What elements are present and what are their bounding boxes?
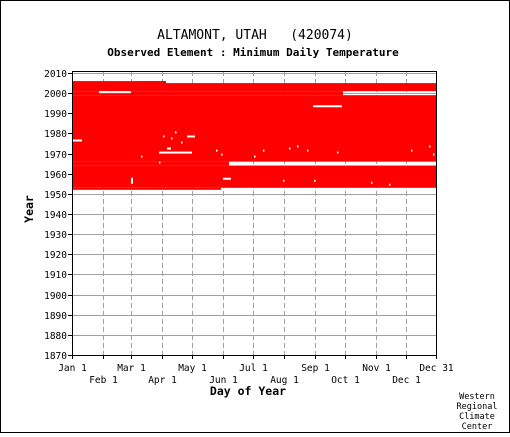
x-tick-label: Dec 31 <box>419 363 454 374</box>
y-tick-label: 2000 <box>44 89 67 100</box>
credit-line: Climate <box>459 412 495 422</box>
x-tick-label: Aug 1 <box>270 375 299 386</box>
observed-block <box>137 81 166 84</box>
observed-block <box>72 81 166 92</box>
y-tick-label: 1910 <box>44 270 67 281</box>
y-tick-label: 2010 <box>44 69 67 80</box>
missing-block <box>187 135 195 138</box>
data-layer <box>72 81 436 190</box>
credit: Western Regional Climate Center <box>457 392 498 432</box>
missing-day <box>216 149 218 152</box>
chart-title: ALTAMONT, UTAH (420074) <box>157 28 353 43</box>
x-tick-label: Jul 1 <box>239 363 268 374</box>
observed-block <box>229 165 436 168</box>
y-tick-label: 1880 <box>44 331 67 342</box>
y-axis-label: Year <box>22 195 36 223</box>
missing-day <box>307 149 309 152</box>
y-tick-label: 1980 <box>44 129 67 140</box>
chart-subtitle: Observed Element : Minimum Daily Tempera… <box>107 46 399 59</box>
missing-block <box>131 177 133 184</box>
missing-block <box>159 151 192 154</box>
x-tick-label: Oct 1 <box>331 375 360 386</box>
missing-day <box>389 183 391 186</box>
x-tick-label: Apr 1 <box>148 375 177 386</box>
y-tick-label: 1920 <box>44 250 67 261</box>
observed-block <box>166 83 436 92</box>
missing-day <box>163 135 165 138</box>
observed-block <box>72 91 343 96</box>
missing-day <box>283 179 285 182</box>
missing-day <box>429 145 431 148</box>
y-tick-label: 1960 <box>44 170 67 181</box>
missing-block <box>99 91 131 94</box>
missing-day <box>411 149 413 152</box>
missing-block <box>223 177 231 180</box>
y-tick-label: 1870 <box>44 351 67 362</box>
x-tick-label: Feb 1 <box>89 375 118 386</box>
missing-day <box>221 153 223 156</box>
x-tick-label: May 1 <box>178 363 207 374</box>
missing-day <box>141 155 143 158</box>
observed-block <box>72 95 436 162</box>
x-tick-label: Jan 1 <box>58 363 87 374</box>
missing-block <box>313 105 342 108</box>
missing-day <box>337 151 339 154</box>
missing-block <box>167 147 171 150</box>
x-axis-label: Day of Year <box>210 384 286 398</box>
y-tick-label: 1970 <box>44 150 67 161</box>
credit-line: Regional <box>457 402 498 412</box>
missing-day <box>297 145 299 148</box>
y-tick-label: 1990 <box>44 109 67 120</box>
y-tick-label: 1950 <box>44 190 67 201</box>
missing-day <box>181 141 183 144</box>
missing-block <box>72 139 82 142</box>
missing-day <box>171 137 173 140</box>
credit-line: Western <box>459 392 495 402</box>
missing-day <box>433 153 435 156</box>
observed-block <box>72 161 229 166</box>
plot-border <box>72 71 437 356</box>
ticks <box>68 73 437 359</box>
y-tick-label: 1930 <box>44 230 67 241</box>
credit-line: Center <box>462 422 493 432</box>
y-tick-label: 1900 <box>44 291 67 302</box>
missing-day <box>175 131 177 134</box>
missing-day <box>314 179 316 182</box>
missing-day <box>263 149 265 152</box>
x-tick-label: Mar 1 <box>117 363 146 374</box>
tick-labels: 1870 1880 1890 1900 1910 1920 1930 1940 1950 1960… <box>44 69 454 386</box>
observed-block <box>72 165 436 188</box>
missing-day <box>289 147 291 150</box>
x-tick-label: Jun 1 <box>209 375 238 386</box>
y-tick-label: 1940 <box>44 210 67 221</box>
missing-day <box>371 181 373 184</box>
x-tick-label: Dec 1 <box>392 375 421 386</box>
missing-day <box>254 155 256 158</box>
missing-day <box>159 161 161 164</box>
x-tick-label: Nov 1 <box>362 363 391 374</box>
x-tick-label: Sep 1 <box>301 363 330 374</box>
y-tick-label: 1890 <box>44 311 67 322</box>
observed-block <box>72 187 221 190</box>
